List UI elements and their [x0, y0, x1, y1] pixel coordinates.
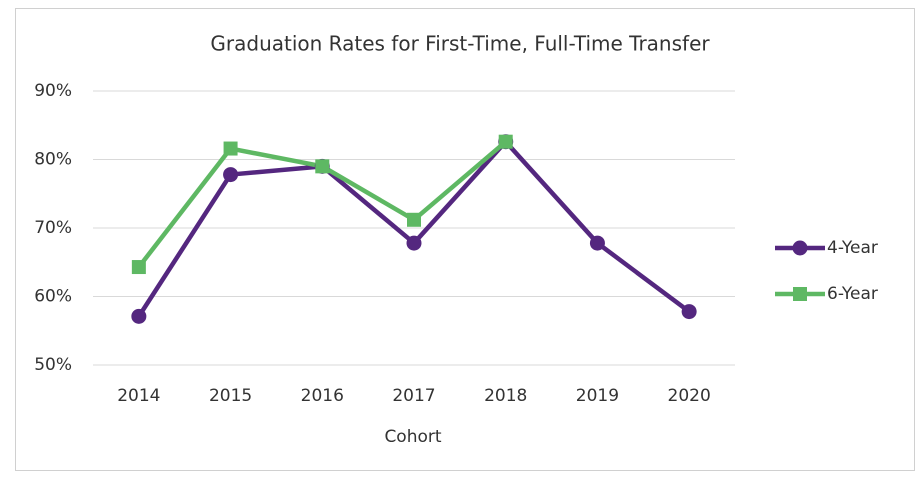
marker [223, 167, 239, 183]
legend-label: 4-Year [827, 238, 878, 258]
marker [589, 235, 605, 251]
y-tick-label: 80% [34, 150, 72, 170]
marker [407, 212, 421, 227]
marker [131, 260, 146, 275]
x-tick-label: 2017 [392, 386, 435, 406]
marker [681, 304, 697, 320]
legend-label: 6-Year [827, 284, 878, 304]
x-axis-label: Cohort [384, 427, 441, 447]
chart-frame [15, 8, 915, 471]
marker [131, 308, 147, 324]
y-tick-label: 60% [34, 287, 72, 307]
marker [406, 235, 422, 251]
y-tick-label: 90% [34, 81, 72, 101]
marker [223, 141, 238, 156]
y-tick-label: 50% [34, 355, 72, 375]
x-tick-label: 2016 [301, 386, 344, 406]
x-tick-label: 2019 [576, 386, 619, 406]
x-tick-label: 2014 [117, 386, 160, 406]
chart-title: Graduation Rates for First-Time, Full-Ti… [210, 32, 710, 56]
legend-marker [793, 287, 807, 301]
x-tick-label: 2018 [484, 386, 527, 406]
legend-marker [792, 240, 808, 256]
x-tick-label: 2015 [209, 386, 252, 406]
y-tick-label: 70% [34, 218, 72, 238]
x-tick-label: 2020 [668, 386, 711, 406]
marker [498, 134, 513, 149]
marker [315, 159, 330, 174]
